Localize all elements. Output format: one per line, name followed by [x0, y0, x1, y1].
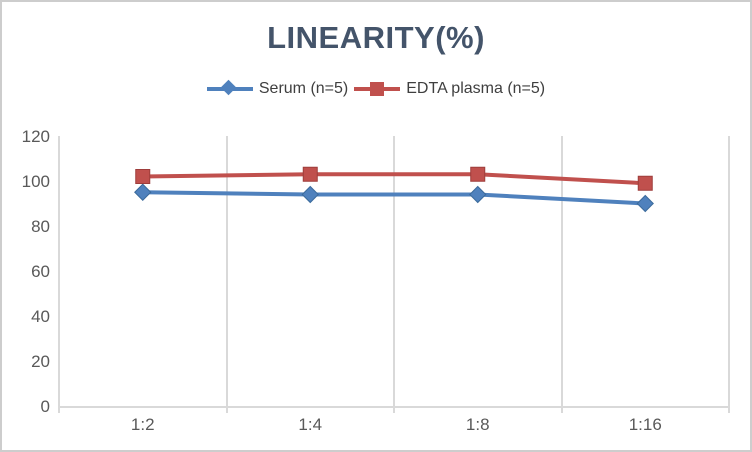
x-axis-tick-label: 1:16 [628, 415, 662, 434]
series-canvas [134, 166, 654, 213]
legend-label-serum: Serum (n=5) [258, 80, 349, 97]
vertical-gridline [728, 136, 730, 413]
x-axis-tick-label: 1:2 [130, 415, 155, 434]
vertical-gridline [226, 136, 228, 413]
series-line [142, 190, 646, 206]
x-axis-tick-label: 1:8 [465, 415, 490, 434]
chart-legend: Serum (n=5) EDTA plasma (n=5) [2, 79, 750, 98]
square-marker-icon [470, 166, 486, 182]
legend-item-edta-plasma: EDTA plasma (n=5) [354, 80, 545, 98]
edta-line-square-icon [354, 81, 401, 97]
diamond-marker-icon [301, 185, 319, 204]
y-axis-tick-label: 120 [21, 127, 50, 146]
vertical-gridline [393, 136, 395, 413]
x-axis-tick-label: 1:4 [298, 415, 323, 434]
square-marker-icon [302, 166, 318, 182]
vertical-gridline [561, 136, 563, 413]
y-axis-tick-label: 100 [21, 172, 50, 191]
legend-label-edta-plasma: EDTA plasma (n=5) [406, 80, 546, 97]
y-axis-tick-label: 80 [31, 217, 50, 236]
diamond-marker-icon [469, 185, 487, 204]
y-axis-tick-label: 60 [31, 262, 50, 281]
serum-line-diamond-icon [206, 79, 253, 97]
vertical-gridline [58, 136, 60, 413]
square-marker-icon [370, 82, 385, 96]
y-axis-tick-label: 0 [40, 397, 50, 416]
square-marker-icon [135, 169, 151, 184]
square-marker-icon [637, 175, 653, 191]
y-axis-tick-label: 40 [31, 307, 50, 326]
chart-title: LINEARITY(%) [267, 20, 485, 55]
diamond-marker-icon [134, 183, 152, 201]
plot-area [58, 136, 730, 413]
y-axis-tick-label: 20 [31, 352, 50, 371]
diamond-marker-icon [220, 79, 237, 96]
diamond-marker-icon [636, 194, 654, 213]
series-line [142, 172, 646, 186]
legend-item-serum: Serum (n=5) [206, 79, 349, 98]
